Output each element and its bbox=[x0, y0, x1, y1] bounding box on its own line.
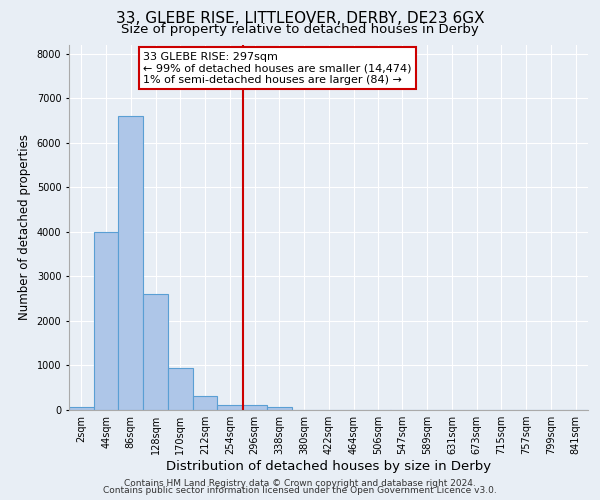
Bar bbox=[242, 405, 267, 410]
Text: 33 GLEBE RISE: 297sqm
← 99% of detached houses are smaller (14,474)
1% of semi-d: 33 GLEBE RISE: 297sqm ← 99% of detached … bbox=[143, 52, 412, 85]
Text: Size of property relative to detached houses in Derby: Size of property relative to detached ho… bbox=[121, 22, 479, 36]
Bar bbox=[69, 406, 94, 410]
Bar bbox=[168, 368, 193, 410]
Text: Contains public sector information licensed under the Open Government Licence v3: Contains public sector information licen… bbox=[103, 486, 497, 495]
Text: 33, GLEBE RISE, LITTLEOVER, DERBY, DE23 6GX: 33, GLEBE RISE, LITTLEOVER, DERBY, DE23 … bbox=[116, 11, 484, 26]
X-axis label: Distribution of detached houses by size in Derby: Distribution of detached houses by size … bbox=[166, 460, 491, 473]
Text: Contains HM Land Registry data © Crown copyright and database right 2024.: Contains HM Land Registry data © Crown c… bbox=[124, 478, 476, 488]
Bar bbox=[143, 294, 168, 410]
Bar bbox=[94, 232, 118, 410]
Bar bbox=[118, 116, 143, 410]
Bar bbox=[193, 396, 217, 410]
Bar bbox=[217, 405, 242, 410]
Bar bbox=[267, 406, 292, 410]
Y-axis label: Number of detached properties: Number of detached properties bbox=[18, 134, 31, 320]
